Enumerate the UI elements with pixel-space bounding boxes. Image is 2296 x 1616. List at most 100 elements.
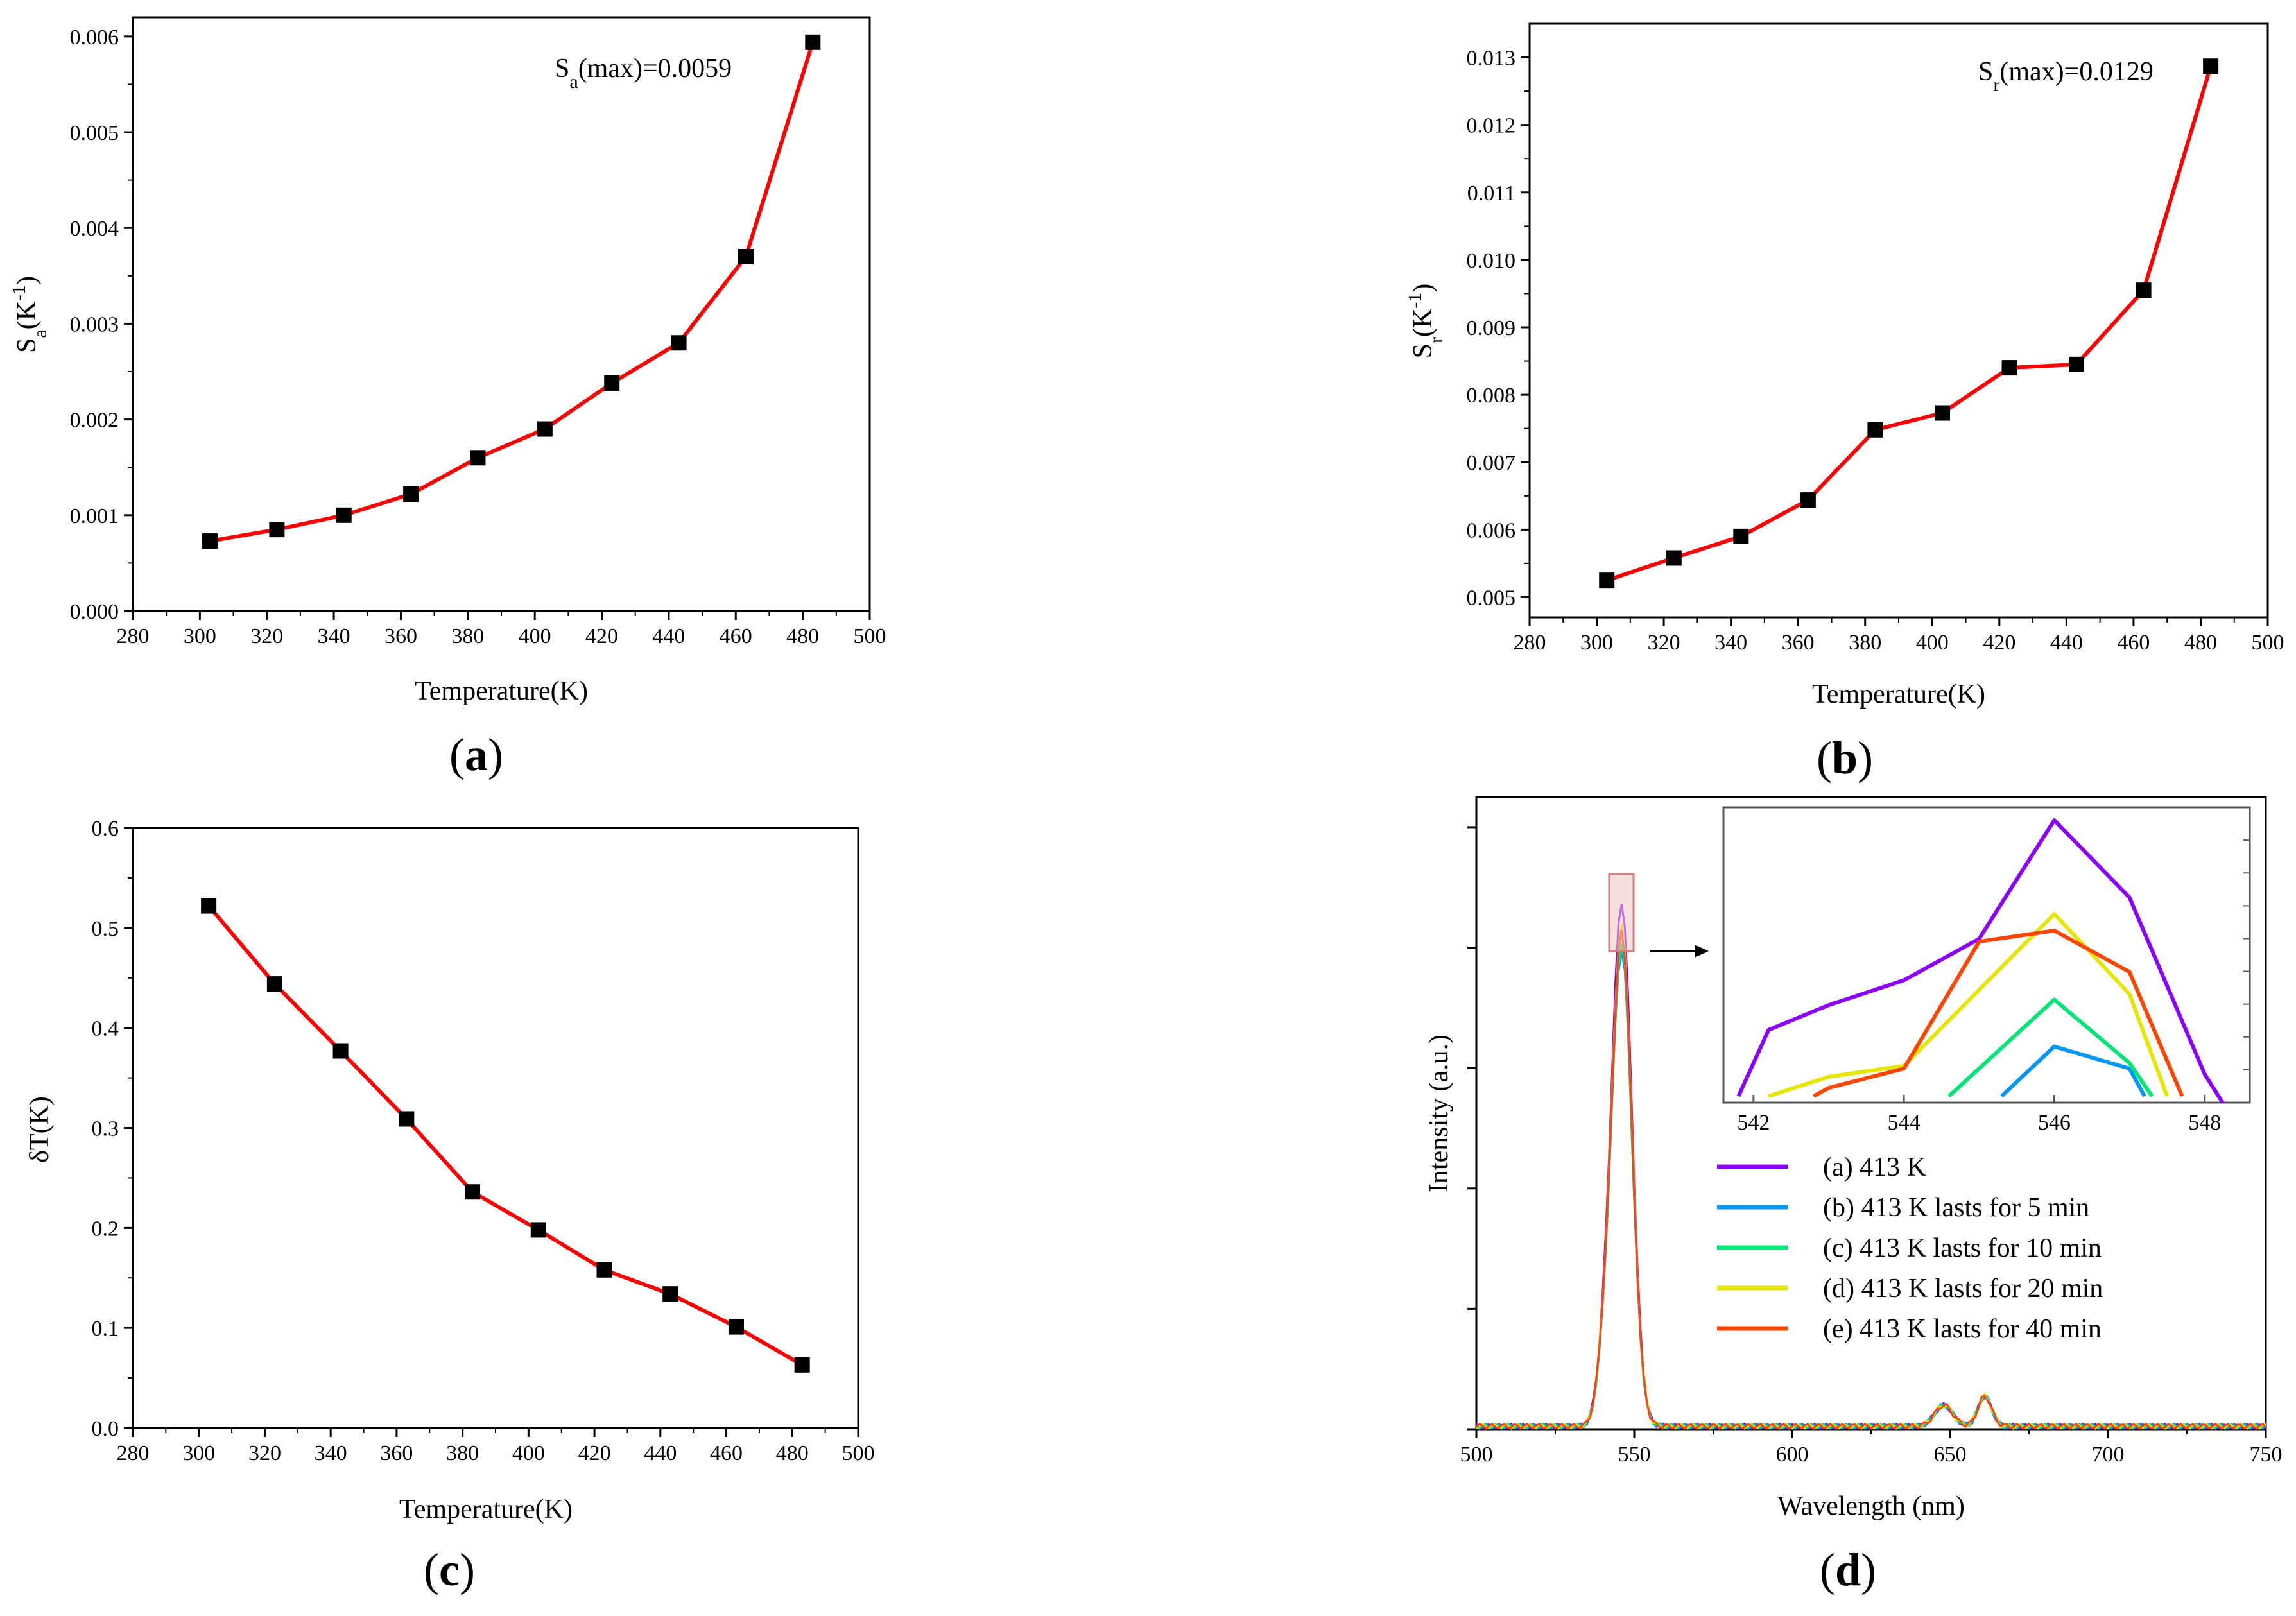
panel-label: (b) xyxy=(1817,732,1873,784)
x-tick-label: 480 xyxy=(2184,631,2217,655)
y-tick-label: 0.002 xyxy=(70,409,119,433)
y-tick-label: 0.007 xyxy=(1467,451,1516,475)
x-tick-label: 420 xyxy=(578,1441,611,1465)
x-tick-label: 300 xyxy=(184,624,216,648)
x-tick-label: 480 xyxy=(786,624,819,648)
y-tick-label: 0.009 xyxy=(1467,316,1516,340)
x-tick-label: 320 xyxy=(248,1441,281,1465)
x-tick-label: 500 xyxy=(842,1441,875,1465)
x-tick-label: 280 xyxy=(117,1441,150,1465)
legend-entry: (c) 413 K lasts for 10 min xyxy=(1823,1233,2102,1263)
inset-frame xyxy=(1722,806,2251,1104)
y-tick-label: 0.013 xyxy=(1467,47,1516,71)
chart-panel-d: 500 550 600 650 700 750 542 544 546 548 (a) 413 … xyxy=(1424,796,2283,1595)
x-tick-label: 360 xyxy=(380,1441,413,1465)
y-tick-label: 0.012 xyxy=(1467,114,1516,138)
data-point xyxy=(399,1111,415,1127)
y-axis-label: δT(K) xyxy=(25,1096,55,1163)
data-point xyxy=(671,335,687,351)
data-point xyxy=(537,421,553,437)
max-annotation: Sa(max)=0.0059 xyxy=(555,54,732,92)
panel-label: (a) xyxy=(449,729,503,780)
y-tick-label: 0.0 xyxy=(92,1417,119,1441)
data-point xyxy=(2203,58,2219,74)
y-tick-label: 0.2 xyxy=(92,1217,119,1241)
x-tick-label: 420 xyxy=(1983,631,2015,655)
inset-x-tick-label: 542 xyxy=(1737,1111,1770,1135)
y-axis-label: Intensity (a.u.) xyxy=(1424,1035,1454,1192)
y-ticks: 0.000 0.001 0.002 0.003 0.004 0.005 0.006 xyxy=(70,26,133,624)
data-point xyxy=(1599,572,1615,589)
x-tick-label: 440 xyxy=(652,624,685,648)
y-tick-label: 0.5 xyxy=(92,917,119,941)
panel-label: (c) xyxy=(424,1544,475,1595)
x-tick-label: 380 xyxy=(451,624,484,648)
x-tick-label: 440 xyxy=(2050,631,2083,655)
inset-series-line xyxy=(1736,818,2225,1103)
legend-entry: (e) 413 K lasts for 40 min xyxy=(1823,1314,2102,1344)
x-tick-label: 460 xyxy=(2117,631,2150,655)
y-ticks: 0.005 0.006 0.007 0.008 0.009 0.010 0.011 0.012… xyxy=(1467,47,1530,610)
x-tick-label: 280 xyxy=(1514,631,1546,655)
inset-x-tick-label: 544 xyxy=(1888,1111,1921,1135)
x-tick-label: 300 xyxy=(182,1441,215,1465)
y-tick-label: 0.005 xyxy=(1467,586,1516,610)
x-axis-label: Temperature(K) xyxy=(415,676,588,706)
chart-panel-c: 280 300 320 340 360 380 400 420 440 460 480 500 0.0… xyxy=(25,817,875,1595)
data-point xyxy=(332,1043,349,1059)
y-tick-label: 0.011 xyxy=(1467,182,1515,205)
plot-frame xyxy=(132,16,871,612)
zoom-highlight-box xyxy=(1608,873,1635,952)
inset-x-ticks: 542 544 546 548 xyxy=(1737,839,2250,1135)
x-tick-label: 360 xyxy=(1782,631,1815,655)
data-point xyxy=(2136,282,2152,298)
x-tick-label: 380 xyxy=(1849,631,1881,655)
inset-series-line xyxy=(2000,1044,2146,1098)
x-tick-label: 380 xyxy=(446,1441,479,1465)
x-tick-label: 280 xyxy=(117,624,150,648)
data-point xyxy=(201,898,217,914)
x-axis-label: Temperature(K) xyxy=(399,1495,573,1524)
inset-x-tick-label: 548 xyxy=(2188,1111,2221,1135)
y-tick-label: 0.3 xyxy=(92,1117,119,1141)
x-tick-label: 340 xyxy=(1714,631,1747,655)
x-tick-label: 500 xyxy=(2252,631,2284,655)
data-point xyxy=(794,1357,810,1373)
x-tick-label: 300 xyxy=(1580,631,1613,655)
x-tick-label: 320 xyxy=(250,624,283,648)
inset-chart: 542 544 546 548 xyxy=(1722,806,2251,1135)
x-tick-label: 420 xyxy=(585,624,618,648)
x-ticks: 280 300 320 340 360 380 400 420 440 460 480 500 xyxy=(117,1428,875,1465)
panel-label: (d) xyxy=(1820,1544,1876,1595)
data-point xyxy=(596,1262,612,1278)
inset-x-tick-label: 546 xyxy=(2038,1111,2071,1135)
data-series xyxy=(201,898,810,1373)
data-point xyxy=(470,450,486,466)
y-tick-label: 0.000 xyxy=(70,600,119,624)
inset-series-line xyxy=(1947,997,2154,1098)
x-tick-label: 340 xyxy=(318,624,350,648)
legend: (a) 413 K (b) 413 K lasts for 5 min (c) 41… xyxy=(1717,1153,2103,1344)
data-point xyxy=(2001,360,2017,376)
inset-series-line xyxy=(1768,912,2169,1098)
x-ticks: 280 300 320 340 360 380 400 420 440 460 480 500 xyxy=(117,611,886,648)
x-tick-label: 480 xyxy=(776,1441,809,1465)
data-point xyxy=(1934,405,1950,421)
data-point xyxy=(403,486,419,502)
x-tick-label: 440 xyxy=(644,1441,677,1465)
max-annotation: Sr(max)=0.0129 xyxy=(1978,57,2154,96)
chart-panel-a: 280 300 320 340 360 380 400 420 440 460 480 500 0.0… xyxy=(8,16,886,780)
y-tick-label: 0.001 xyxy=(70,504,119,528)
plot-frame xyxy=(1528,22,2269,619)
y-tick-label: 0.4 xyxy=(92,1017,119,1041)
plot-frame xyxy=(132,827,859,1429)
x-tick-label: 550 xyxy=(1618,1443,1651,1466)
x-tick-label: 500 xyxy=(854,624,886,648)
data-point xyxy=(202,533,218,549)
x-tick-label: 750 xyxy=(2250,1443,2283,1466)
x-tick-label: 320 xyxy=(1648,631,1680,655)
data-series xyxy=(1475,904,2267,1431)
x-tick-label: 650 xyxy=(1934,1443,1967,1466)
data-point xyxy=(2069,356,2085,372)
